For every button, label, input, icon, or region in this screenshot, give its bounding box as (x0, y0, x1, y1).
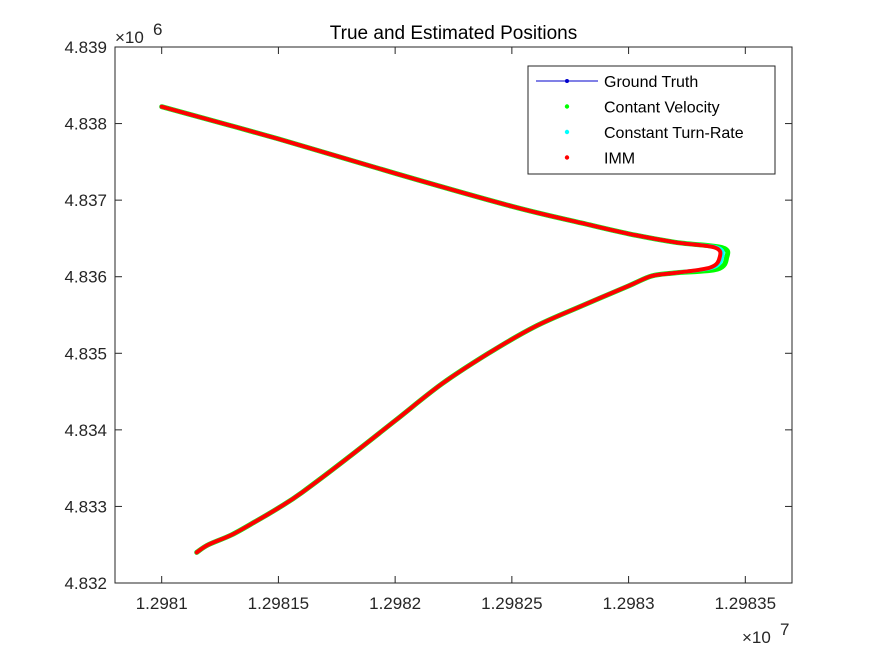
x-axis: 1.2981 1.29815 1.2982 1.29825 1.2983 1.29835 (136, 47, 776, 613)
y-tick-label: 4.837 (64, 191, 107, 210)
y-axis-multiplier: ×10 6 (115, 20, 162, 47)
legend-label-contant-velocity: Contant Velocity (604, 100, 720, 117)
y-tick-label: 4.836 (64, 268, 107, 287)
legend-label-ground-truth: Ground Truth (604, 74, 698, 91)
y-axis: 4.832 4.833 4.834 4.835 4.836 4.837 4.838 4.839 (64, 38, 792, 593)
legend-box (527, 65, 776, 175)
legend: Ground Truth Contant Velocity Constant Tur… (527, 65, 776, 175)
y-tick-label: 4.839 (64, 38, 107, 57)
x-tick-label: 1.29835 (715, 594, 776, 613)
y-tick-label: 4.833 (64, 497, 107, 516)
x-tick-label: 1.29815 (248, 594, 309, 613)
x-multiplier-exponent: 7 (780, 620, 789, 639)
y-tick-label: 4.838 (64, 115, 107, 134)
x-tick-label: 1.2982 (369, 594, 421, 613)
x-multiplier-base: ×10 (742, 628, 771, 647)
legend-swatch-constant-turn-rate (564, 129, 570, 135)
legend-label-constant-turn-rate: Constant Turn-Rate (604, 125, 744, 142)
y-multiplier-base: ×10 (115, 28, 144, 47)
series-imm-line (159, 104, 723, 555)
legend-swatch-imm (564, 155, 570, 160)
legend-swatch-contant-velocity (564, 104, 570, 109)
y-tick-label: 4.832 (64, 574, 107, 593)
legend-marker-ground-truth (565, 79, 569, 83)
y-tick-label: 4.834 (64, 421, 107, 440)
x-axis-multiplier: ×10 7 (742, 620, 789, 647)
y-tick-label: 4.835 (64, 344, 107, 363)
legend-label-imm: IMM (604, 151, 635, 168)
x-tick-label: 1.2981 (136, 594, 188, 613)
x-tick-label: 1.29825 (481, 594, 542, 613)
series-layer (159, 104, 731, 555)
chart-title: True and Estimated Positions (330, 23, 577, 44)
y-multiplier-exponent: 6 (153, 20, 162, 39)
x-tick-label: 1.2983 (603, 594, 655, 613)
